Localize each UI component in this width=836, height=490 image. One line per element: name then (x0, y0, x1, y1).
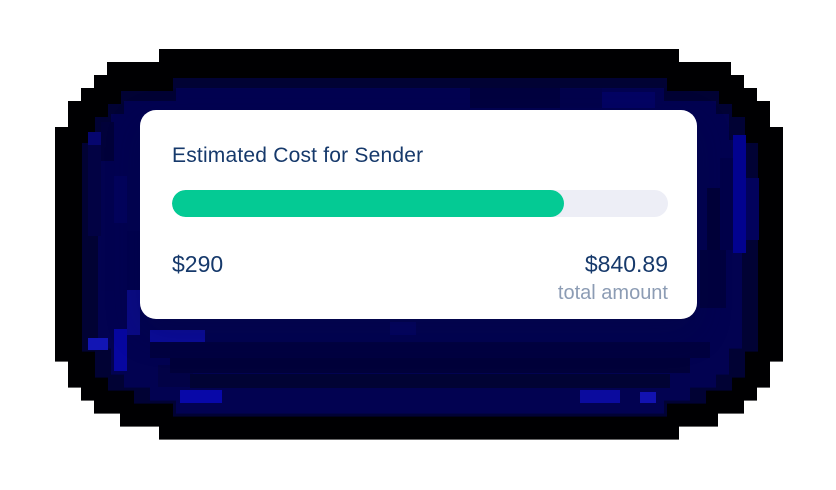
amount-total: $840.89 (584, 251, 668, 277)
progress-fill (172, 190, 564, 217)
amounts-row: $290 $840.89 total amount (172, 251, 668, 305)
card-title: Estimated Cost for Sender (172, 144, 424, 167)
amount-total-block: $840.89 total amount (558, 251, 668, 305)
amount-paid: $290 (172, 251, 224, 277)
progress-bar-track (172, 190, 668, 217)
cost-card: Estimated Cost for Sender $290 $840.89 t… (140, 110, 697, 319)
total-amount-label: total amount (557, 282, 668, 304)
